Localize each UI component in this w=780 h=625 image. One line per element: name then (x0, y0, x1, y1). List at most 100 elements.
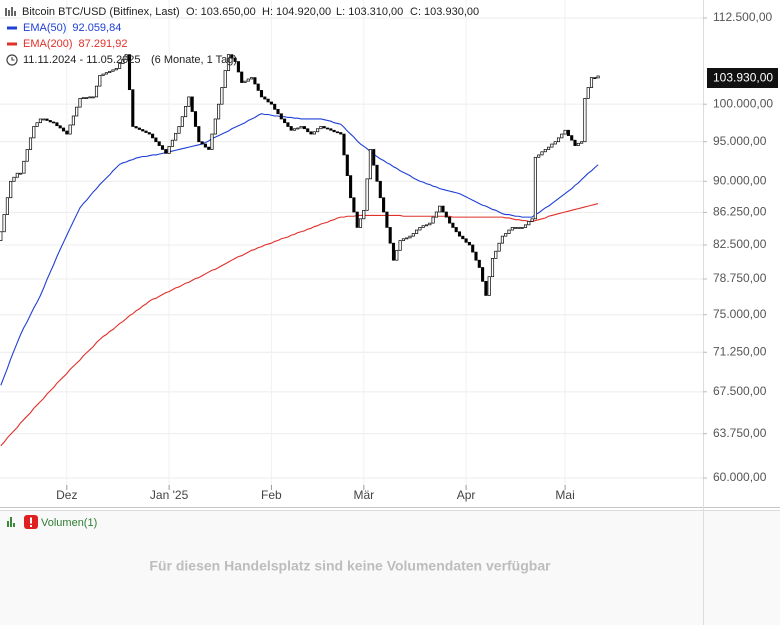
candle (28, 137, 33, 150)
volume-message: Für diesen Handelsplatz sind keine Volum… (149, 558, 551, 574)
candle (438, 205, 442, 213)
volume-icon (7, 517, 15, 527)
candle (52, 121, 56, 124)
candle (167, 146, 171, 154)
candle (131, 89, 135, 127)
candle (213, 118, 217, 135)
clock-icon (6, 54, 18, 66)
candle (530, 218, 534, 222)
candle (233, 57, 237, 62)
candle (88, 96, 92, 99)
candle (441, 205, 445, 213)
candle (580, 141, 584, 144)
candle (365, 178, 369, 211)
y-tick-label: 60.000,00 (713, 470, 767, 484)
candle (124, 54, 128, 60)
candle (418, 227, 422, 231)
candle (217, 103, 221, 120)
candle (45, 118, 49, 121)
candle (570, 135, 574, 141)
candle (246, 78, 250, 82)
candle (573, 139, 577, 146)
candle (180, 116, 184, 127)
candle (454, 227, 458, 233)
ema-line (0, 113, 599, 386)
candle (322, 126, 326, 129)
candle (586, 87, 590, 99)
candle (523, 224, 528, 228)
legend-value: 92.059,84 (72, 22, 121, 34)
y-tick-label: 95.000,00 (713, 134, 767, 148)
candle (236, 61, 240, 73)
legend: EMA(50) 92.059,84 EMA(200) 87.291,92 (7, 22, 127, 50)
candle (537, 154, 541, 158)
y-tick-label: 63.750,00 (713, 426, 767, 440)
ohlc-close: C: 103.930,00 (410, 6, 479, 18)
candle (484, 280, 488, 296)
candle (362, 209, 366, 220)
candle (151, 133, 155, 139)
x-tick-label: Feb (261, 488, 282, 502)
price-tag-bg (707, 68, 778, 88)
candle (207, 146, 211, 150)
y-tick-label: 82.500,00 (713, 237, 767, 251)
header: Bitcoin BTC/USD (Bitfinex, Last) O: 103.… (5, 6, 479, 66)
candle (266, 98, 270, 103)
x-tick-label: Jan '25 (150, 488, 189, 502)
candle (177, 126, 181, 134)
candle (137, 127, 141, 130)
candle (25, 149, 29, 162)
candle (157, 141, 161, 146)
candle (58, 125, 62, 129)
candle (121, 59, 125, 64)
candle (250, 77, 254, 80)
candle (398, 240, 402, 251)
candle (78, 98, 82, 108)
candle (388, 227, 392, 244)
candle (147, 132, 151, 135)
candle (197, 126, 201, 143)
y-tick-label: 71.250,00 (713, 344, 767, 358)
candle (75, 106, 79, 117)
y-tick-label: 67.500,00 (713, 384, 767, 398)
candle (596, 75, 600, 79)
candle (279, 113, 283, 120)
candle (32, 126, 36, 139)
candle (306, 128, 310, 133)
candle (2, 214, 6, 233)
candle (15, 172, 19, 178)
candle (563, 129, 567, 135)
candle (283, 118, 287, 124)
candle (543, 149, 547, 153)
candle (35, 122, 39, 127)
volume-header: Volumen(1) (7, 515, 97, 529)
candle (411, 233, 415, 237)
candle (444, 211, 448, 218)
candle (170, 139, 174, 147)
candle (269, 101, 273, 105)
candle (352, 197, 356, 213)
x-tick-label: Dez (56, 488, 77, 502)
grid (0, 0, 703, 485)
candle (332, 129, 336, 133)
candle (253, 77, 257, 85)
candle (48, 120, 52, 123)
candle (507, 229, 511, 234)
candle (71, 115, 75, 126)
ohlc-high: H: 104.920,00 (262, 6, 331, 18)
candle (164, 149, 168, 154)
candle (424, 224, 429, 227)
candle (368, 149, 372, 180)
candle (490, 258, 495, 278)
candle (190, 96, 194, 112)
candle (335, 131, 339, 134)
candle (395, 249, 399, 261)
candle (22, 160, 26, 174)
candle (510, 227, 514, 231)
candle (467, 241, 471, 246)
candle (345, 154, 349, 176)
candle (104, 72, 108, 75)
candle (85, 97, 89, 99)
candle (474, 251, 478, 261)
